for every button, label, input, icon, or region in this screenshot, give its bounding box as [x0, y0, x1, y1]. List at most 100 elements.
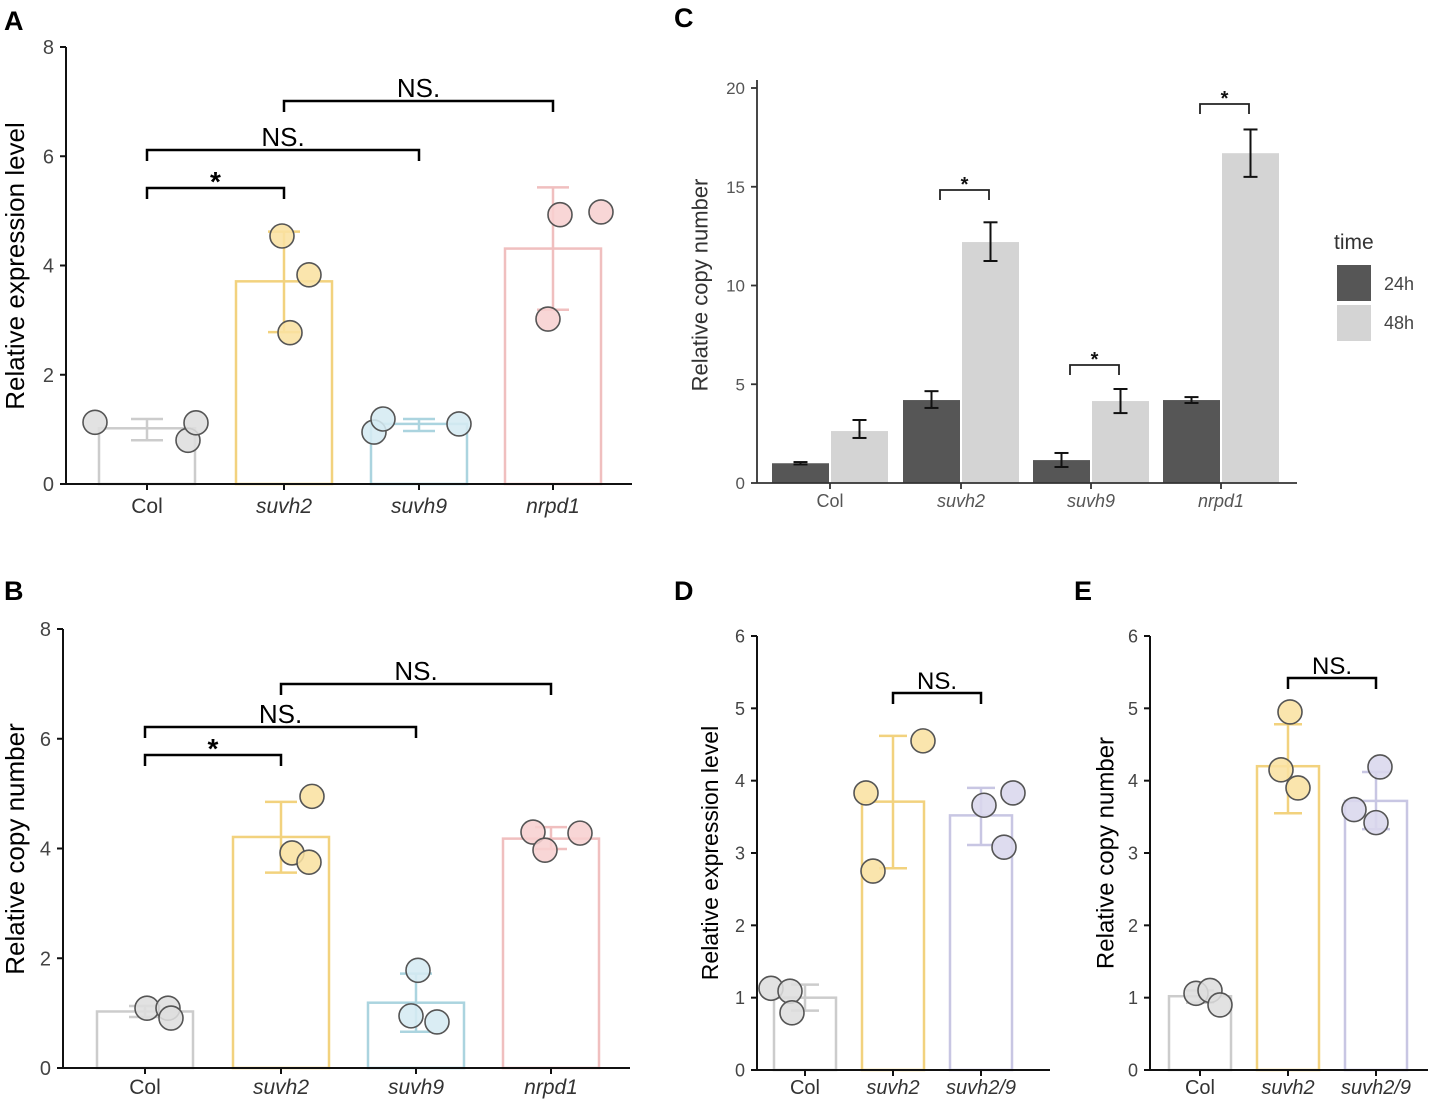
panel-e-y-tick-label: 2: [1128, 916, 1138, 936]
panel-b-significance-label: NS.: [259, 699, 302, 729]
panel-a-y-tick-label: 0: [43, 474, 54, 496]
panel-d-point-col: [777, 978, 803, 1004]
panel-d-y-tick-label: 2: [735, 916, 745, 936]
panel-d-y-tick-label: 4: [735, 771, 745, 791]
panel-d-y-tick-label: 3: [735, 843, 745, 863]
panel-d-point-suvh2-9: [1000, 780, 1026, 806]
panel-d-point-col: [779, 1000, 805, 1026]
panel-label-d: D: [674, 576, 694, 606]
panel-c-bar-nrpd1-48h: [1222, 153, 1279, 484]
panel-c-legend-title: time: [1334, 231, 1374, 254]
panel-e-point-suvh2: [1285, 775, 1311, 801]
panel-e-bar-suvh2-9: [1343, 799, 1409, 1072]
panel-c-error-bar-suvh9-48h: [1113, 387, 1128, 415]
panel-a-y-axis-label: Relative expression level: [0, 122, 30, 410]
panel-a-significance-label: NS.: [397, 73, 440, 103]
panel-c: 0 5 10 15 20 Col suvh2 suvh9 nrpd1 * * * time 24h 48h: [726, 79, 1414, 511]
panel-e-point-suvh2: [1277, 699, 1303, 725]
panel-a-error-bar-col: [131, 417, 163, 442]
panel-b-category-label-suvh2: suvh2: [253, 1076, 309, 1099]
panel-e-y-tick-label: 3: [1128, 843, 1138, 863]
panel-e-y-tick-label: 6: [1128, 626, 1138, 646]
panel-b-point-col: [158, 1005, 184, 1031]
panel-d-y-tick-label: 0: [735, 1060, 745, 1080]
panel-c-bar-suvh2-48h: [962, 242, 1019, 483]
panel-e-significance-bracket: [1286, 676, 1378, 689]
panel-b-significance-label: NS.: [394, 656, 437, 686]
panel-c-legend: time 24h 48h: [1334, 231, 1414, 341]
panel-e-y-tick-label: 1: [1128, 988, 1138, 1008]
panel-b-point-suvh2: [296, 849, 322, 876]
panel-d-significance-bracket: [891, 691, 983, 704]
panel-c-significance-label: *: [961, 174, 969, 196]
panel-d-category-label-suvh2: suvh2: [866, 1077, 919, 1099]
panel-e-y-tick-label: 4: [1128, 771, 1138, 791]
panel-a-point-suvh2: [277, 319, 303, 346]
panel-a-point-nrpd1: [535, 306, 561, 332]
panel-c-significance-bracket: [1199, 103, 1250, 114]
panel-c-error-bar-col-24h: [793, 461, 808, 466]
panel-d-y-tick-label: 6: [735, 626, 745, 646]
panel-e-y-tick-label: 0: [1128, 1060, 1138, 1080]
panel-c-y-tick-label: 5: [736, 375, 745, 394]
panel-label-a: A: [4, 6, 24, 36]
panel-a-point-nrpd1: [588, 199, 614, 225]
panel-c-error-bar-suvh9-24h: [1054, 451, 1069, 469]
panel-b-point-nrpd1: [567, 820, 593, 846]
panel-b-point-nrpd1: [532, 837, 558, 863]
panel-b-point-suvh9: [424, 1009, 450, 1035]
panel-a: 0 2 4 6 8 Col suvh2 suvh9 nrpd1 * NS. NS.: [43, 37, 632, 518]
panel-b-category-label-suvh9: suvh9: [388, 1076, 444, 1099]
panel-c-category-label-suvh2: suvh2: [937, 491, 985, 511]
panel-d-y-axis-label: Relative expression level: [697, 726, 723, 980]
panel-a-significance-bracket: [282, 99, 555, 112]
panel-a-point-nrpd1: [547, 201, 573, 228]
panel-b-y-axis-label: Relative copy number: [0, 723, 30, 975]
panel-c-bar-col-48h: [831, 431, 888, 483]
panel-e-y-axis-label: Relative copy number: [1092, 737, 1119, 969]
panel-d-category-label-suvh2-9: suvh2/9: [946, 1077, 1016, 1099]
panel-d-y-tick-label: 1: [735, 988, 745, 1008]
panel-b-category-label-nrpd1: nrpd1: [524, 1076, 578, 1099]
panel-a-significance-label: NS.: [261, 122, 304, 152]
panel-e-point-suvh2: [1268, 757, 1294, 783]
panel-d-category-label-col: Col: [790, 1077, 820, 1099]
panel-b-significance-bracket: [143, 753, 283, 766]
panel-d-significance-label: NS.: [917, 668, 957, 695]
panel-e-y-tick-label: 5: [1128, 699, 1138, 719]
panel-a-significance-bracket: [145, 186, 286, 199]
panel-label-c: C: [674, 3, 694, 33]
panel-a-point-col: [82, 409, 108, 436]
panel-a-significance-bracket: [145, 148, 421, 161]
panel-a-category-label-suvh9: suvh9: [391, 495, 447, 518]
panel-c-error-bar-nrpd1-48h: [1243, 128, 1258, 178]
panel-a-point-suvh9: [446, 411, 472, 437]
panel-e-category-label-suvh2: suvh2: [1261, 1077, 1314, 1099]
panel-b-significance-bracket: [279, 682, 553, 695]
panel-a-point-suvh9: [370, 406, 396, 432]
panel-e-point-col: [1207, 992, 1233, 1018]
panel-d: 0 1 2 3 4 5 6 Col suvh2 suvh2/9 NS.: [735, 626, 1050, 1099]
panel-a-point-col: [183, 410, 209, 436]
panel-a-y-tick-label: 6: [43, 146, 54, 168]
panel-c-y-tick-label: 15: [726, 178, 745, 197]
panel-c-error-bar-nrpd1-24h: [1184, 396, 1199, 405]
panel-c-legend-swatch-48h: [1337, 305, 1371, 341]
panel-c-error-bar-suvh2-48h: [983, 221, 998, 263]
panel-a-point-suvh2: [296, 261, 322, 288]
panel-b-y-tick-label: 6: [40, 729, 51, 751]
panel-b-significance-bracket: [143, 725, 418, 738]
panel-d-point-suvh2-9: [991, 834, 1017, 861]
panel-a-category-label-col: Col: [131, 495, 163, 518]
panel-a-category-label-nrpd1: nrpd1: [526, 495, 580, 518]
panel-b-error-bar-suvh2: [265, 800, 297, 874]
panel-b-point-suvh9: [398, 1003, 424, 1029]
panel-d-y-tick-label: 5: [735, 699, 745, 719]
panel-c-y-tick-label: 10: [726, 277, 745, 296]
panel-c-bar-nrpd1-24h: [1163, 400, 1220, 483]
panel-a-category-label-suvh2: suvh2: [256, 495, 312, 518]
panel-c-legend-label-24h: 24h: [1384, 274, 1414, 294]
panel-a-point-suvh2: [269, 223, 295, 249]
panel-b-bar-nrpd1: [501, 837, 601, 1070]
